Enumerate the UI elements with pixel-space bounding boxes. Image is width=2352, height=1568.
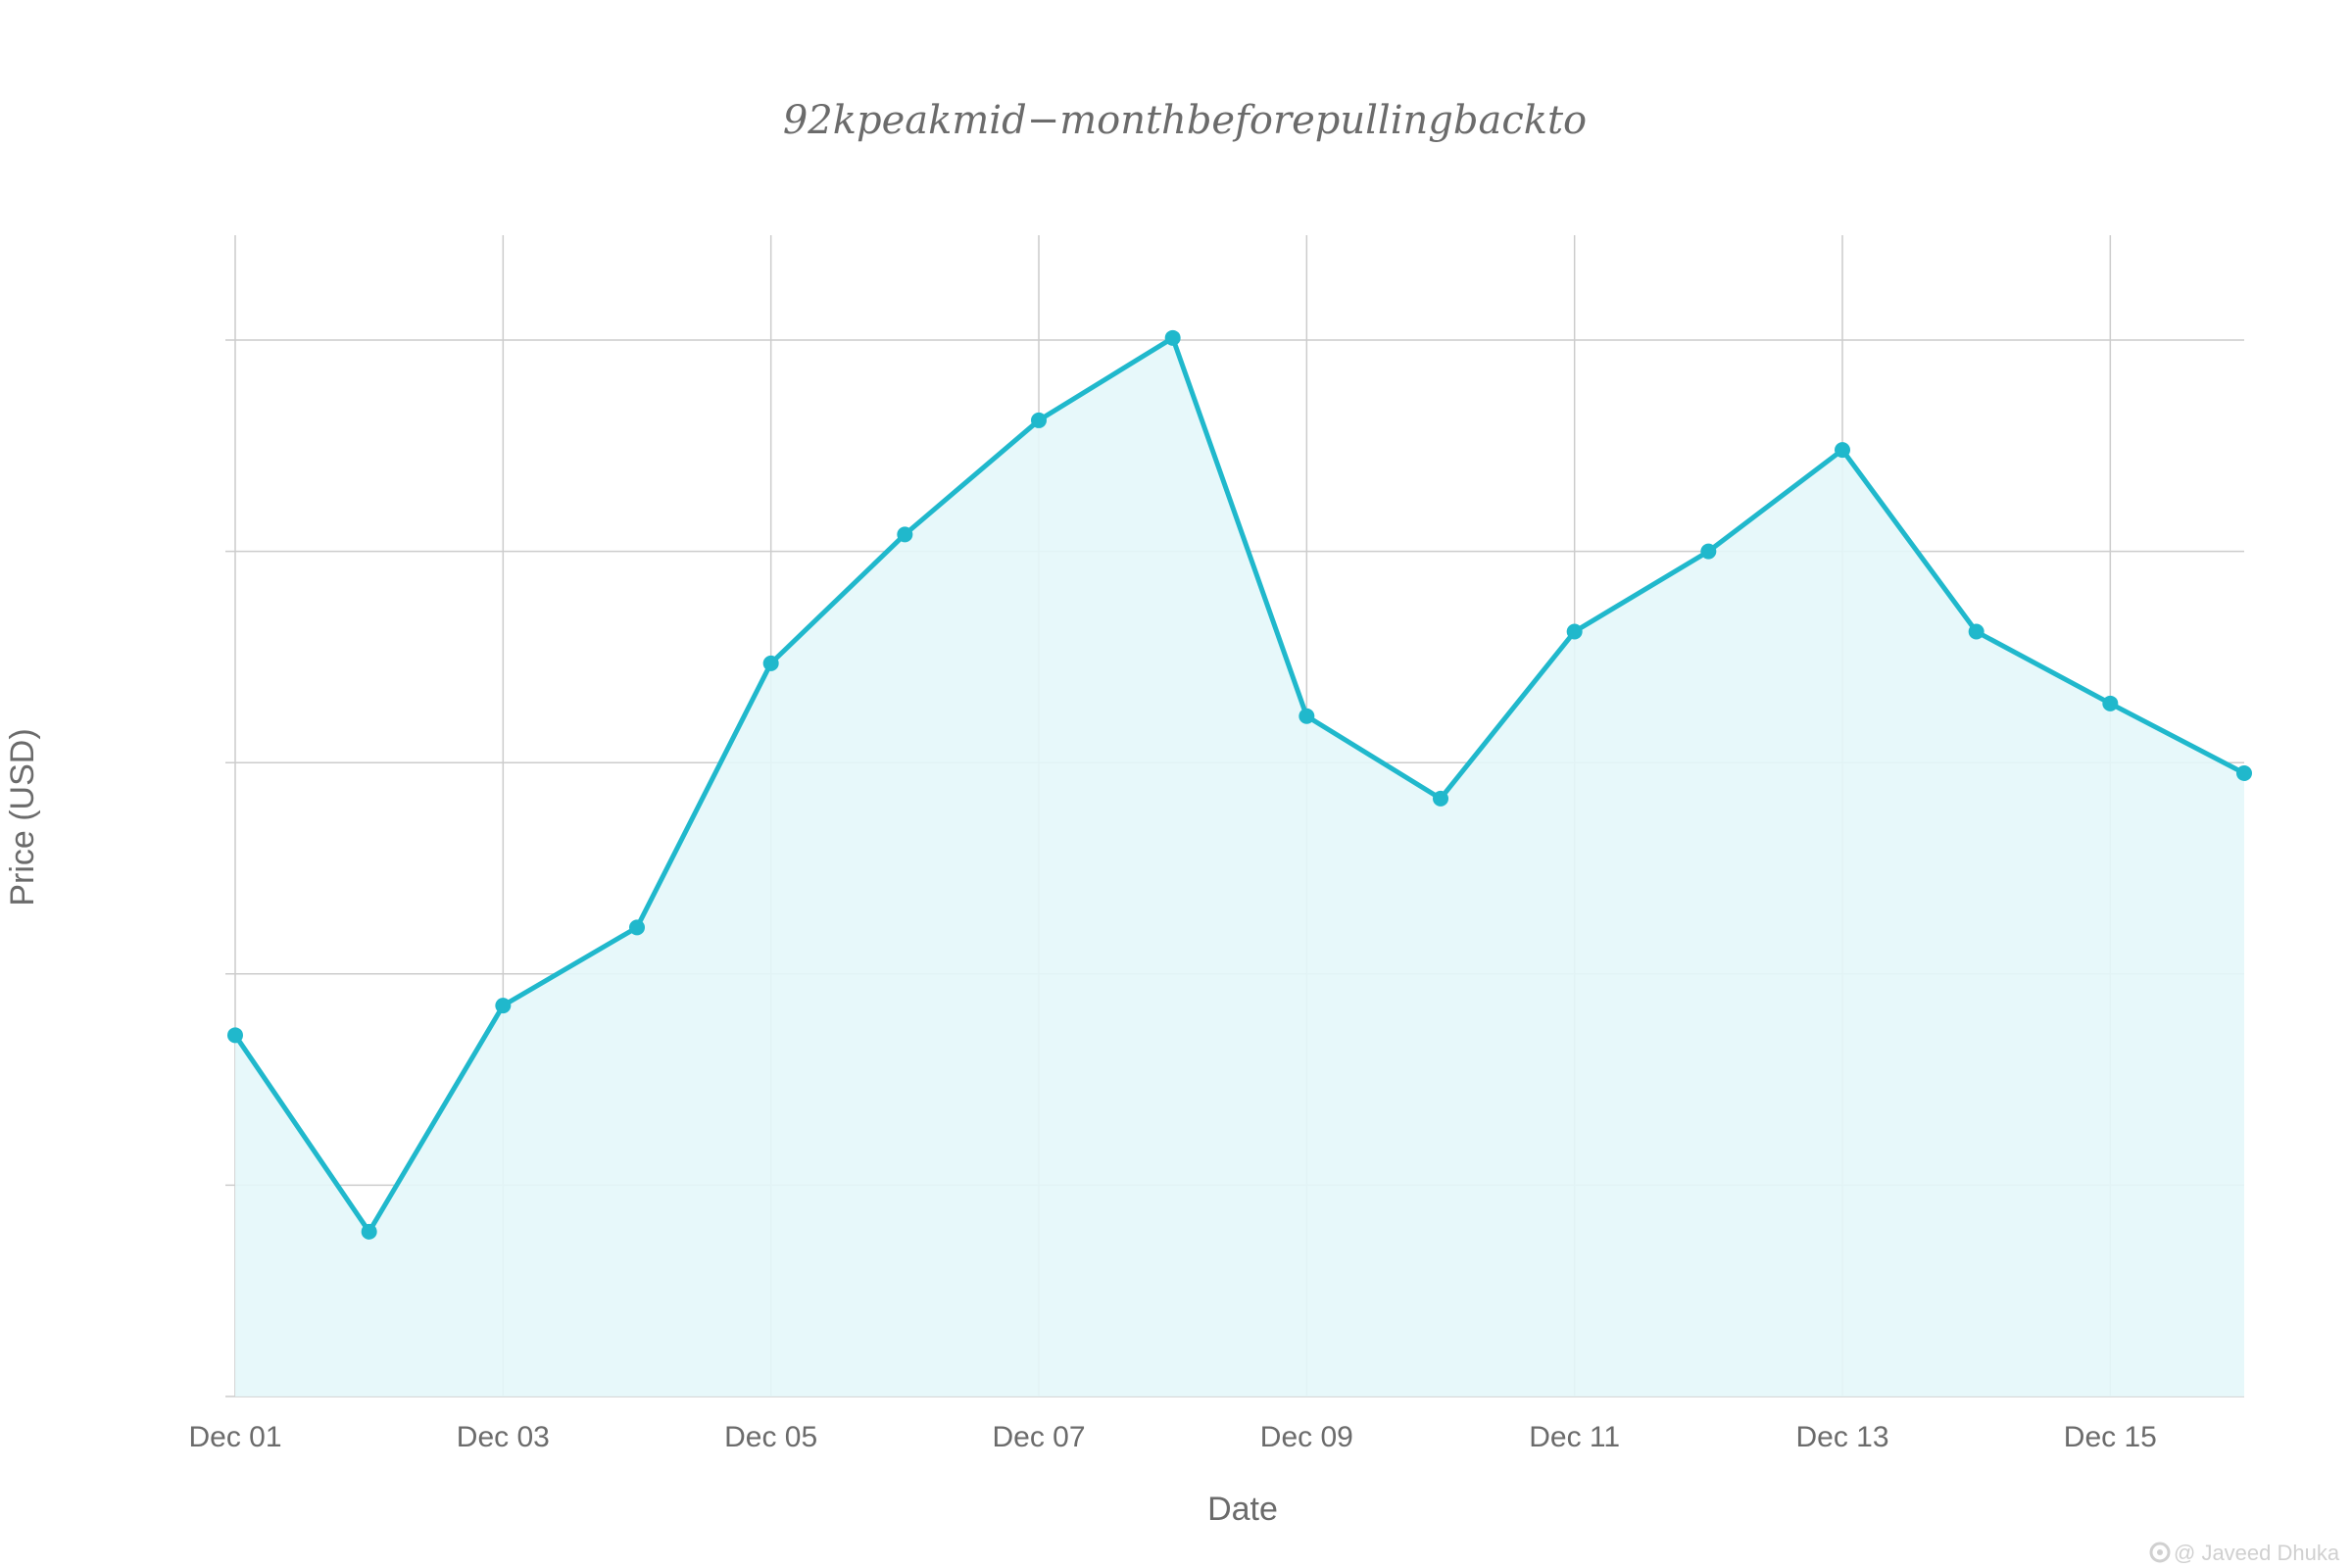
data-point (762, 655, 779, 671)
series-line-path (232, 335, 2247, 1235)
data-points (227, 329, 2252, 1240)
data-point (1566, 623, 1583, 640)
x-tick-label: Dec 05 (724, 1421, 817, 1453)
x-tick-label: Dec 07 (992, 1421, 1085, 1453)
data-point (361, 1223, 377, 1240)
gear-logo-icon (2149, 1542, 2171, 1563)
chart-title: 92kpeakmid−monthbeforepullingbackto (783, 98, 1587, 143)
data-point (1433, 790, 1448, 807)
data-point (897, 526, 913, 543)
watermark: @ Javeed Dhuka (2149, 1541, 2340, 1565)
x-tick-label: Dec 03 (457, 1421, 550, 1453)
x-axis-tick-labels: Dec 01 Dec 03 Dec 05 Dec 07 Dec 09 Dec 11 Dec … (188, 1421, 2156, 1453)
area-fill-path (235, 337, 2244, 1396)
data-point (1164, 329, 1181, 346)
watermark-text: @ Javeed Dhuka (2174, 1541, 2340, 1565)
data-point (1835, 442, 1850, 459)
data-point (1700, 543, 1717, 560)
area-fill (235, 337, 2244, 1396)
x-tick-label: Dec 15 (2064, 1421, 2157, 1453)
y-axis-title: Price (USD) (4, 728, 41, 906)
x-tick-label: Dec 13 (1795, 1421, 1888, 1453)
series-line (232, 335, 2247, 1235)
data-point (1968, 623, 1984, 640)
data-point (1031, 412, 1047, 428)
data-point (227, 1027, 243, 1044)
x-axis-title: Date (1207, 1491, 1278, 1528)
data-point (2102, 695, 2119, 711)
data-point (629, 919, 645, 936)
data-point (495, 998, 512, 1014)
data-point (2236, 764, 2252, 781)
x-tick-label: Dec 09 (1260, 1421, 1353, 1453)
data-point (1298, 708, 1315, 724)
x-tick-label: Dec 11 (1529, 1421, 1620, 1453)
x-tick-label: Dec 01 (188, 1421, 281, 1453)
